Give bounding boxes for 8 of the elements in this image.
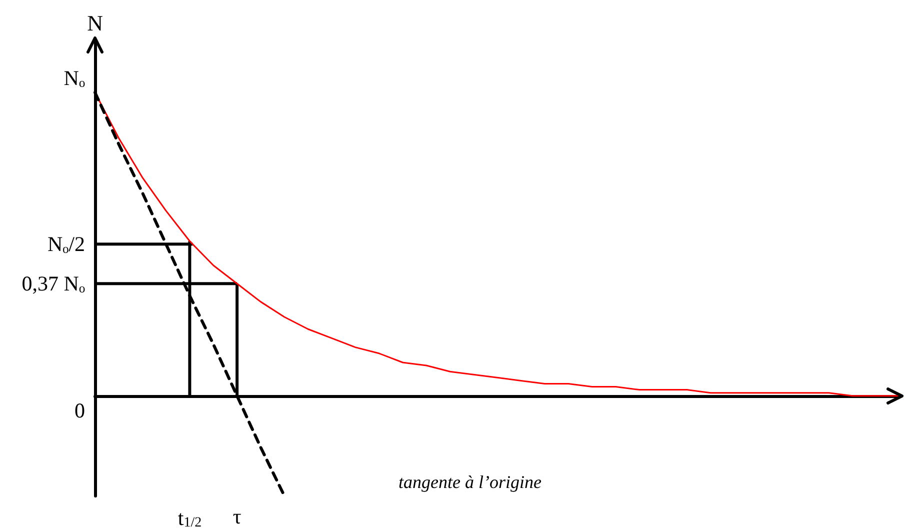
- ref-line-label: Nₒ/2: [47, 232, 85, 256]
- y-axis-title: N: [87, 10, 104, 36]
- ref-line-label: 0,37 Nₒ: [22, 272, 85, 296]
- x-tick-label: τ: [232, 504, 242, 528]
- text: 0: [74, 398, 85, 422]
- x-tick-label: t1/2: [178, 506, 202, 530]
- text: Nₒ: [64, 66, 85, 90]
- annotation: tangente à l’origine: [398, 472, 542, 492]
